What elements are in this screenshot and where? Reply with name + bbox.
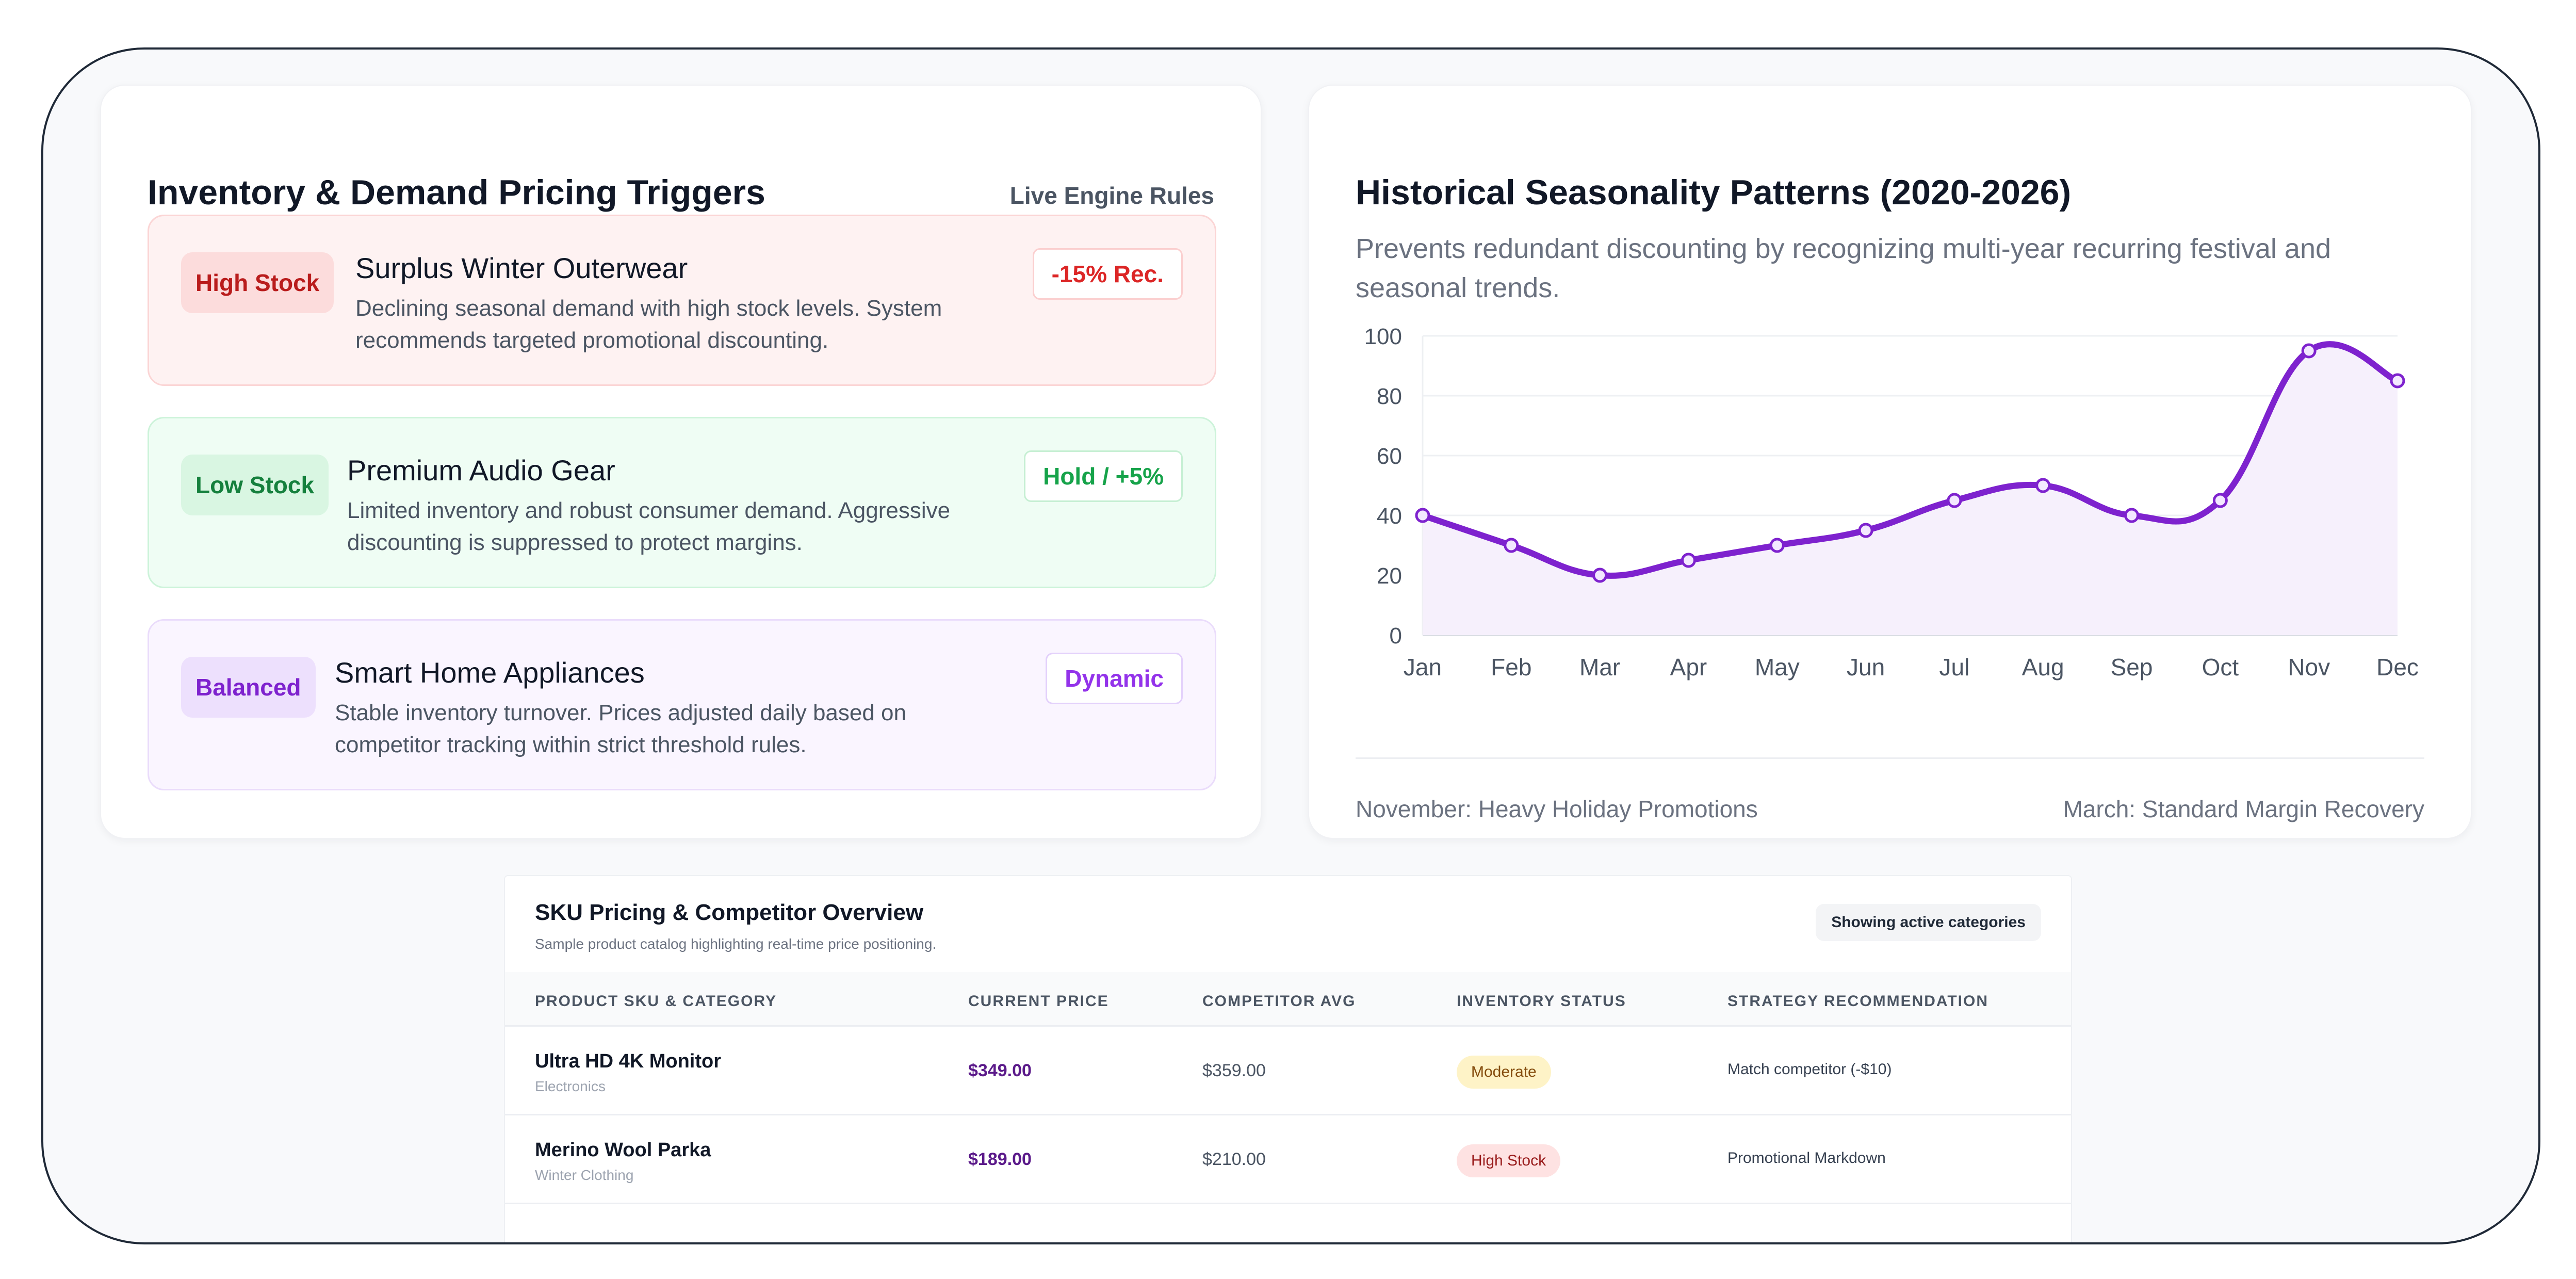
data-point xyxy=(2212,493,2228,508)
trigger-low-stock[interactable]: Low Stock Premium Audio Gear Limited inv… xyxy=(148,417,1216,588)
competitor-avg: $210.00 xyxy=(1202,1150,1266,1169)
col-inventory-status[interactable]: INVENTORY STATUS xyxy=(1457,993,1626,1010)
x-tick-label: Jul xyxy=(1939,654,1970,681)
table-header: PRODUCT SKU & CATEGORY CURRENT PRICE COM… xyxy=(505,972,2071,1027)
app-frame: Inventory & Demand Pricing Triggers Live… xyxy=(41,47,2540,1244)
data-point xyxy=(2301,343,2317,359)
trigger-balanced[interactable]: Balanced Smart Home Appliances Stable in… xyxy=(148,619,1216,790)
seasonality-card: Historical Seasonality Patterns (2020-20… xyxy=(1308,85,2472,839)
seasonality-subtitle: Prevents redundant discounting by recogn… xyxy=(1356,233,2332,303)
seasonality-line-chart: 0 20 40 60 80 100 Jan Feb Mar Apr May Jun Jul Aug Sep O… xyxy=(1364,324,2419,681)
data-point xyxy=(1769,538,1785,553)
status-badge: Balanced xyxy=(181,657,316,718)
active-categories-badge[interactable]: Showing active categories xyxy=(1816,904,2041,941)
data-point xyxy=(1681,553,1696,568)
pricing-triggers-card: Inventory & Demand Pricing Triggers Live… xyxy=(100,85,1262,839)
trigger-name: Premium Audio Gear xyxy=(347,454,615,487)
product-name: Ultra HD 4K Monitor xyxy=(535,1050,721,1072)
series-area xyxy=(1423,344,2398,635)
table-row[interactable]: Merino Wool Parka Winter Clothing $189.0… xyxy=(505,1115,2071,1204)
recommendation-badge: Hold / +5% xyxy=(1024,450,1183,502)
x-tick-label: Jun xyxy=(1847,654,1885,681)
product-category: Winter Clothing xyxy=(535,1167,634,1183)
current-price: $189.00 xyxy=(968,1150,1032,1169)
note-march: March: Standard Margin Recovery xyxy=(2063,796,2424,822)
trigger-description: Limited inventory and robust consumer de… xyxy=(347,498,951,555)
product-name: Merino Wool Parka xyxy=(535,1139,711,1161)
divider xyxy=(1356,757,2424,759)
y-tick-label: 60 xyxy=(1377,444,1402,469)
sku-table-title: SKU Pricing & Competitor Overview xyxy=(535,900,924,925)
col-current-price[interactable]: CURRENT PRICE xyxy=(968,993,1109,1010)
x-tick-label: May xyxy=(1755,654,1800,681)
data-point xyxy=(2124,508,2140,523)
trigger-description: Stable inventory turnover. Prices adjust… xyxy=(335,700,906,757)
status-badge: High Stock xyxy=(1457,1144,1561,1177)
col-strategy[interactable]: STRATEGY RECOMMENDATION xyxy=(1727,993,1989,1010)
table-row[interactable]: Ultra HD 4K Monitor Electronics $349.00 … xyxy=(505,1027,2071,1115)
x-tick-label: Feb xyxy=(1491,654,1531,681)
col-competitor-avg[interactable]: COMPETITOR AVG xyxy=(1202,993,1356,1010)
sku-table-card: SKU Pricing & Competitor Overview Sample… xyxy=(504,875,2072,1242)
triggers-title: Inventory & Demand Pricing Triggers xyxy=(148,173,765,212)
y-tick-label: 80 xyxy=(1377,384,1402,409)
competitor-avg: $359.00 xyxy=(1202,1061,1266,1080)
data-point xyxy=(2390,373,2405,388)
live-engine-rules-label: Live Engine Rules xyxy=(1009,182,1214,209)
strategy-recommendation: Promotional Markdown xyxy=(1727,1150,1886,1167)
data-point xyxy=(1504,538,1519,553)
y-tick-label: 40 xyxy=(1377,504,1402,529)
status-badge: Low Stock xyxy=(181,455,329,515)
y-tick-label: 20 xyxy=(1377,563,1402,589)
strategy-recommendation: Match competitor (-$10) xyxy=(1727,1061,1892,1078)
data-point xyxy=(1592,568,1608,583)
x-tick-label: Mar xyxy=(1579,654,1620,681)
data-point xyxy=(1858,523,1873,538)
x-tick-label: Jan xyxy=(1404,654,1442,681)
x-tick-label: Dec xyxy=(2376,654,2419,681)
status-badge: Moderate xyxy=(1457,1056,1551,1089)
seasonality-title: Historical Seasonality Patterns (2020-20… xyxy=(1356,173,2072,212)
note-november: November: Heavy Holiday Promotions xyxy=(1356,796,1758,822)
y-tick-label: 100 xyxy=(1364,324,1402,349)
product-category: Electronics xyxy=(535,1078,606,1094)
sku-table-subtitle: Sample product catalog highlighting real… xyxy=(535,936,937,952)
x-tick-label: Oct xyxy=(2202,654,2239,681)
trigger-name: Smart Home Appliances xyxy=(335,656,645,689)
data-point xyxy=(1415,508,1430,523)
data-point xyxy=(1947,493,1962,508)
trigger-high-stock[interactable]: High Stock Surplus Winter Outerwear Decl… xyxy=(148,215,1216,386)
current-price: $349.00 xyxy=(968,1061,1032,1080)
x-tick-label: Nov xyxy=(2288,654,2330,681)
x-tick-label: Apr xyxy=(1670,654,1707,681)
col-product[interactable]: PRODUCT SKU & CATEGORY xyxy=(535,993,777,1010)
y-tick-label: 0 xyxy=(1390,623,1402,649)
x-tick-label: Sep xyxy=(2111,654,2153,681)
trigger-name: Surplus Winter Outerwear xyxy=(355,252,688,284)
trigger-description: Declining seasonal demand with high stoc… xyxy=(355,296,942,353)
recommendation-badge: -15% Rec. xyxy=(1032,248,1183,300)
recommendation-badge: Dynamic xyxy=(1046,653,1183,704)
status-badge: High Stock xyxy=(181,252,334,313)
data-point xyxy=(2035,478,2051,493)
x-tick-label: Aug xyxy=(2022,654,2064,681)
